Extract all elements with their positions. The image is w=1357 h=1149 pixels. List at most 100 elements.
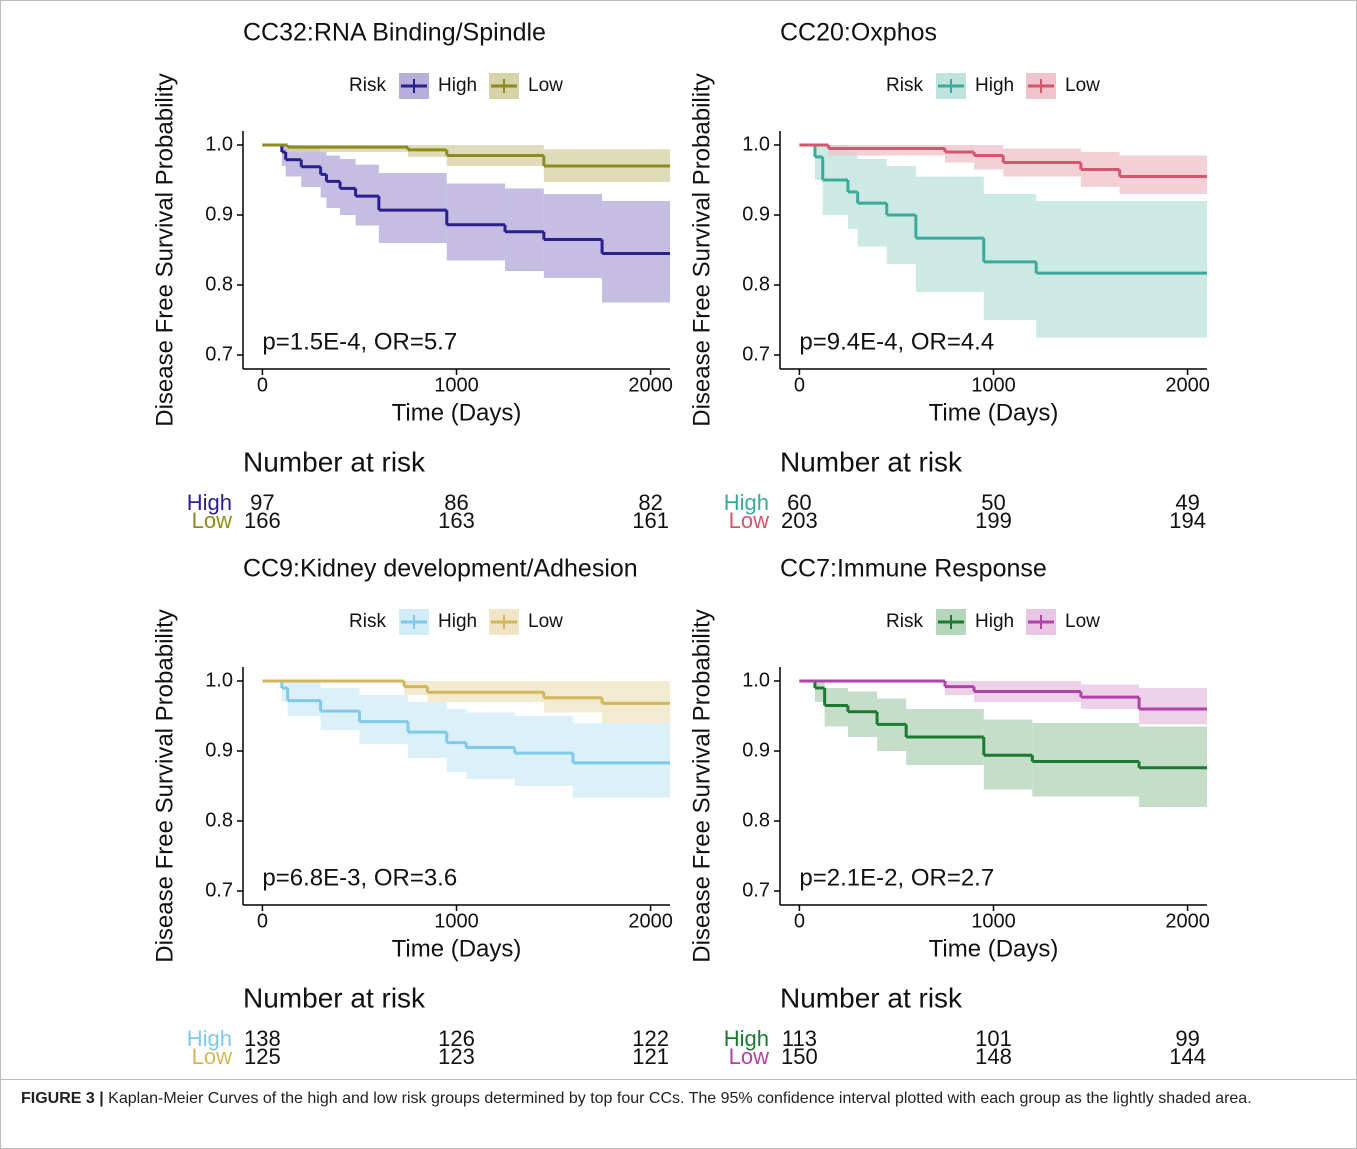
y-tick-label: 1.0 xyxy=(742,133,770,155)
risk-table-title: Number at risk xyxy=(243,982,426,1013)
risk-count: 138 xyxy=(244,1026,281,1051)
ci-band xyxy=(572,723,670,798)
y-tick-label: 0.8 xyxy=(205,809,233,831)
risk-count: 126 xyxy=(438,1026,475,1051)
risk-count: 123 xyxy=(438,1044,475,1069)
legend-title: Risk xyxy=(349,611,386,632)
chart-title: CC9:Kidney development/Adhesion xyxy=(243,555,638,583)
caption-label: FIGURE 3 | xyxy=(21,1090,104,1107)
x-tick-label: 1000 xyxy=(434,374,479,396)
risk-count: 86 xyxy=(444,490,468,515)
risk-count: 121 xyxy=(632,1044,669,1069)
y-axis-label: Disease Free Survival Probability xyxy=(151,73,178,426)
x-tick-label: 2000 xyxy=(1165,910,1210,932)
ci-band xyxy=(407,702,447,758)
chart-title: CC20:Oxphos xyxy=(780,19,937,47)
risk-row-label: Low xyxy=(192,1044,232,1069)
legend-label: High xyxy=(975,75,1014,96)
y-tick-label: 0.8 xyxy=(205,273,233,295)
risk-count: 166 xyxy=(244,508,281,533)
risk-row-label: High xyxy=(724,1026,769,1051)
risk-row-label: Low xyxy=(729,1044,769,1069)
risk-table-title: Number at risk xyxy=(780,982,963,1013)
risk-count: 163 xyxy=(438,508,475,533)
legend-title: Risk xyxy=(886,611,923,632)
risk-count: 161 xyxy=(632,508,669,533)
y-tick-label: 0.9 xyxy=(742,203,770,225)
x-tick-label: 0 xyxy=(257,374,268,396)
legend-title: Risk xyxy=(886,75,923,96)
ci-band xyxy=(505,188,544,271)
annotation: p=2.1E-2, OR=2.7 xyxy=(799,864,994,891)
risk-row-label: Low xyxy=(192,508,232,533)
ci-band xyxy=(320,688,360,730)
ci-band xyxy=(1032,723,1140,797)
risk-count: 99 xyxy=(1175,1026,1199,1051)
x-tick-label: 1000 xyxy=(434,910,479,932)
risk-count: 97 xyxy=(250,490,274,515)
risk-count: 60 xyxy=(787,490,811,515)
ci-band xyxy=(281,681,288,702)
y-tick-label: 0.7 xyxy=(742,343,770,365)
y-tick-label: 1.0 xyxy=(205,669,233,691)
ci-band xyxy=(446,183,506,261)
caption-text: Kaplan-Meier Curves of the high and low … xyxy=(108,1090,1252,1107)
y-tick-label: 0.8 xyxy=(742,273,770,295)
risk-row-label: Low xyxy=(729,508,769,533)
x-axis-label: Time (Days) xyxy=(392,399,522,426)
y-tick-label: 0.7 xyxy=(742,879,770,901)
x-axis-label: Time (Days) xyxy=(929,935,1059,962)
legend-label: Low xyxy=(1065,75,1100,96)
x-axis-label: Time (Days) xyxy=(929,399,1059,426)
ci-band xyxy=(814,681,825,702)
y-axis-label: Disease Free Survival Probability xyxy=(688,73,715,426)
ci-band xyxy=(828,145,945,156)
risk-row-label: High xyxy=(187,490,232,515)
annotation: p=1.5E-4, OR=5.7 xyxy=(262,328,457,355)
ci-band xyxy=(281,145,286,166)
y-tick-label: 0.9 xyxy=(742,739,770,761)
legend-label: Low xyxy=(528,611,563,632)
y-tick-label: 1.0 xyxy=(742,669,770,691)
risk-count: 49 xyxy=(1175,490,1199,515)
risk-row-label: High xyxy=(724,490,769,515)
risk-count: 122 xyxy=(632,1026,669,1051)
ci-band xyxy=(602,201,670,303)
ci-band xyxy=(824,688,848,727)
risk-count: 203 xyxy=(781,508,818,533)
risk-table-title: Number at risk xyxy=(243,446,426,477)
ci-band xyxy=(466,712,515,779)
risk-row-label: High xyxy=(187,1026,232,1051)
risk-count: 50 xyxy=(981,490,1005,515)
risk-count: 144 xyxy=(1169,1044,1206,1069)
y-tick-label: 0.7 xyxy=(205,343,233,365)
legend-title: Risk xyxy=(349,75,386,96)
risk-count: 199 xyxy=(975,508,1012,533)
ci-band xyxy=(915,176,984,292)
x-tick-label: 2000 xyxy=(1165,374,1210,396)
ci-band xyxy=(1036,201,1207,338)
ci-band xyxy=(543,194,603,278)
legend-label: High xyxy=(438,611,477,632)
x-tick-label: 2000 xyxy=(628,910,673,932)
ci-band xyxy=(514,716,573,786)
risk-count: 194 xyxy=(1169,508,1206,533)
x-tick-label: 2000 xyxy=(628,374,673,396)
risk-count: 101 xyxy=(975,1026,1012,1051)
risk-count: 148 xyxy=(975,1044,1012,1069)
y-axis-label: Disease Free Survival Probability xyxy=(688,609,715,962)
ci-band xyxy=(944,145,975,163)
y-tick-label: 0.8 xyxy=(742,809,770,831)
caption: FIGURE 3 | Kaplan-Meier Curves of the hi… xyxy=(1,1079,1356,1118)
chart-title: CC7:Immune Response xyxy=(780,555,1047,583)
legend-label: High xyxy=(438,75,477,96)
ci-band xyxy=(446,709,467,772)
legend-label: Low xyxy=(1065,611,1100,632)
ci-band xyxy=(359,695,408,744)
annotation: p=6.8E-3, OR=3.6 xyxy=(262,864,457,891)
annotation: p=9.4E-4, OR=4.4 xyxy=(799,328,994,355)
x-axis-label: Time (Days) xyxy=(392,935,522,962)
risk-count: 125 xyxy=(244,1044,281,1069)
y-tick-label: 1.0 xyxy=(205,133,233,155)
